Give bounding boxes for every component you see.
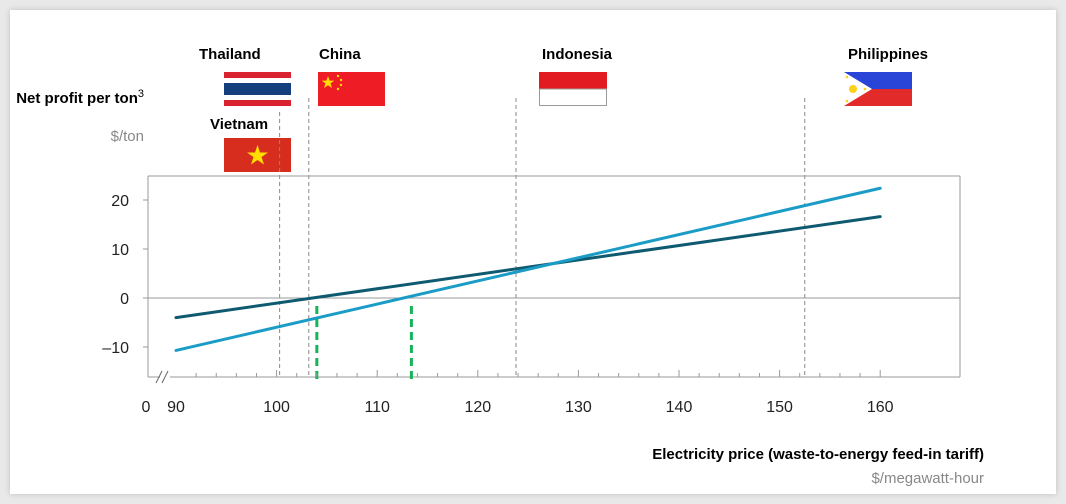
thailand-flag-icon	[224, 72, 291, 106]
indonesia-flag-icon	[539, 72, 607, 106]
y-tick-label: –10	[102, 340, 129, 357]
y-axis-title: Net profit per ton3	[16, 83, 144, 110]
chart-svg: –10 0 10 20 90 100 110 120 130 140 150 160 0	[102, 98, 961, 416]
country-label-vietnam: Vietnam	[210, 116, 269, 133]
x-tick-label: 100	[263, 399, 290, 416]
y-tick-label: 20	[111, 193, 129, 210]
country-label-thailand: Thailand	[199, 46, 261, 63]
series-line-2	[174, 186, 882, 352]
x-tick-label: 110	[364, 399, 390, 416]
x-tick-label: 120	[464, 399, 491, 416]
country-label-indonesia: Indonesia	[542, 46, 613, 63]
y-axis-unit: $/ton	[110, 128, 144, 145]
x-tick-label: 130	[565, 399, 592, 416]
philippines-flag-icon	[844, 72, 912, 106]
x-origin-label: 0	[142, 399, 151, 416]
country-label-philippines: Philippines	[848, 46, 929, 63]
x-tick-label: 140	[666, 399, 693, 416]
y-axis-title-text: Net profit per ton	[16, 90, 138, 107]
series-line-1	[174, 215, 882, 320]
axis-break-mark	[161, 370, 169, 384]
x-tick-label: 150	[766, 399, 793, 416]
x-tick-label: 160	[867, 399, 894, 416]
country-label-china: China	[319, 46, 361, 63]
axis-break-mark	[155, 370, 163, 384]
footnote-marker: 3	[137, 88, 144, 100]
y-tick-label: 10	[111, 242, 129, 259]
x-tick-label: 90	[167, 399, 185, 416]
y-tick-label: 0	[120, 291, 129, 308]
chart-card: Net profit per ton3 $/ton Electricity pr…	[10, 10, 1056, 494]
x-axis-unit: $/megawatt-hour	[871, 470, 984, 487]
china-flag-icon	[318, 72, 385, 106]
x-axis-title: Electricity price (waste-to-energy feed-…	[652, 446, 984, 463]
